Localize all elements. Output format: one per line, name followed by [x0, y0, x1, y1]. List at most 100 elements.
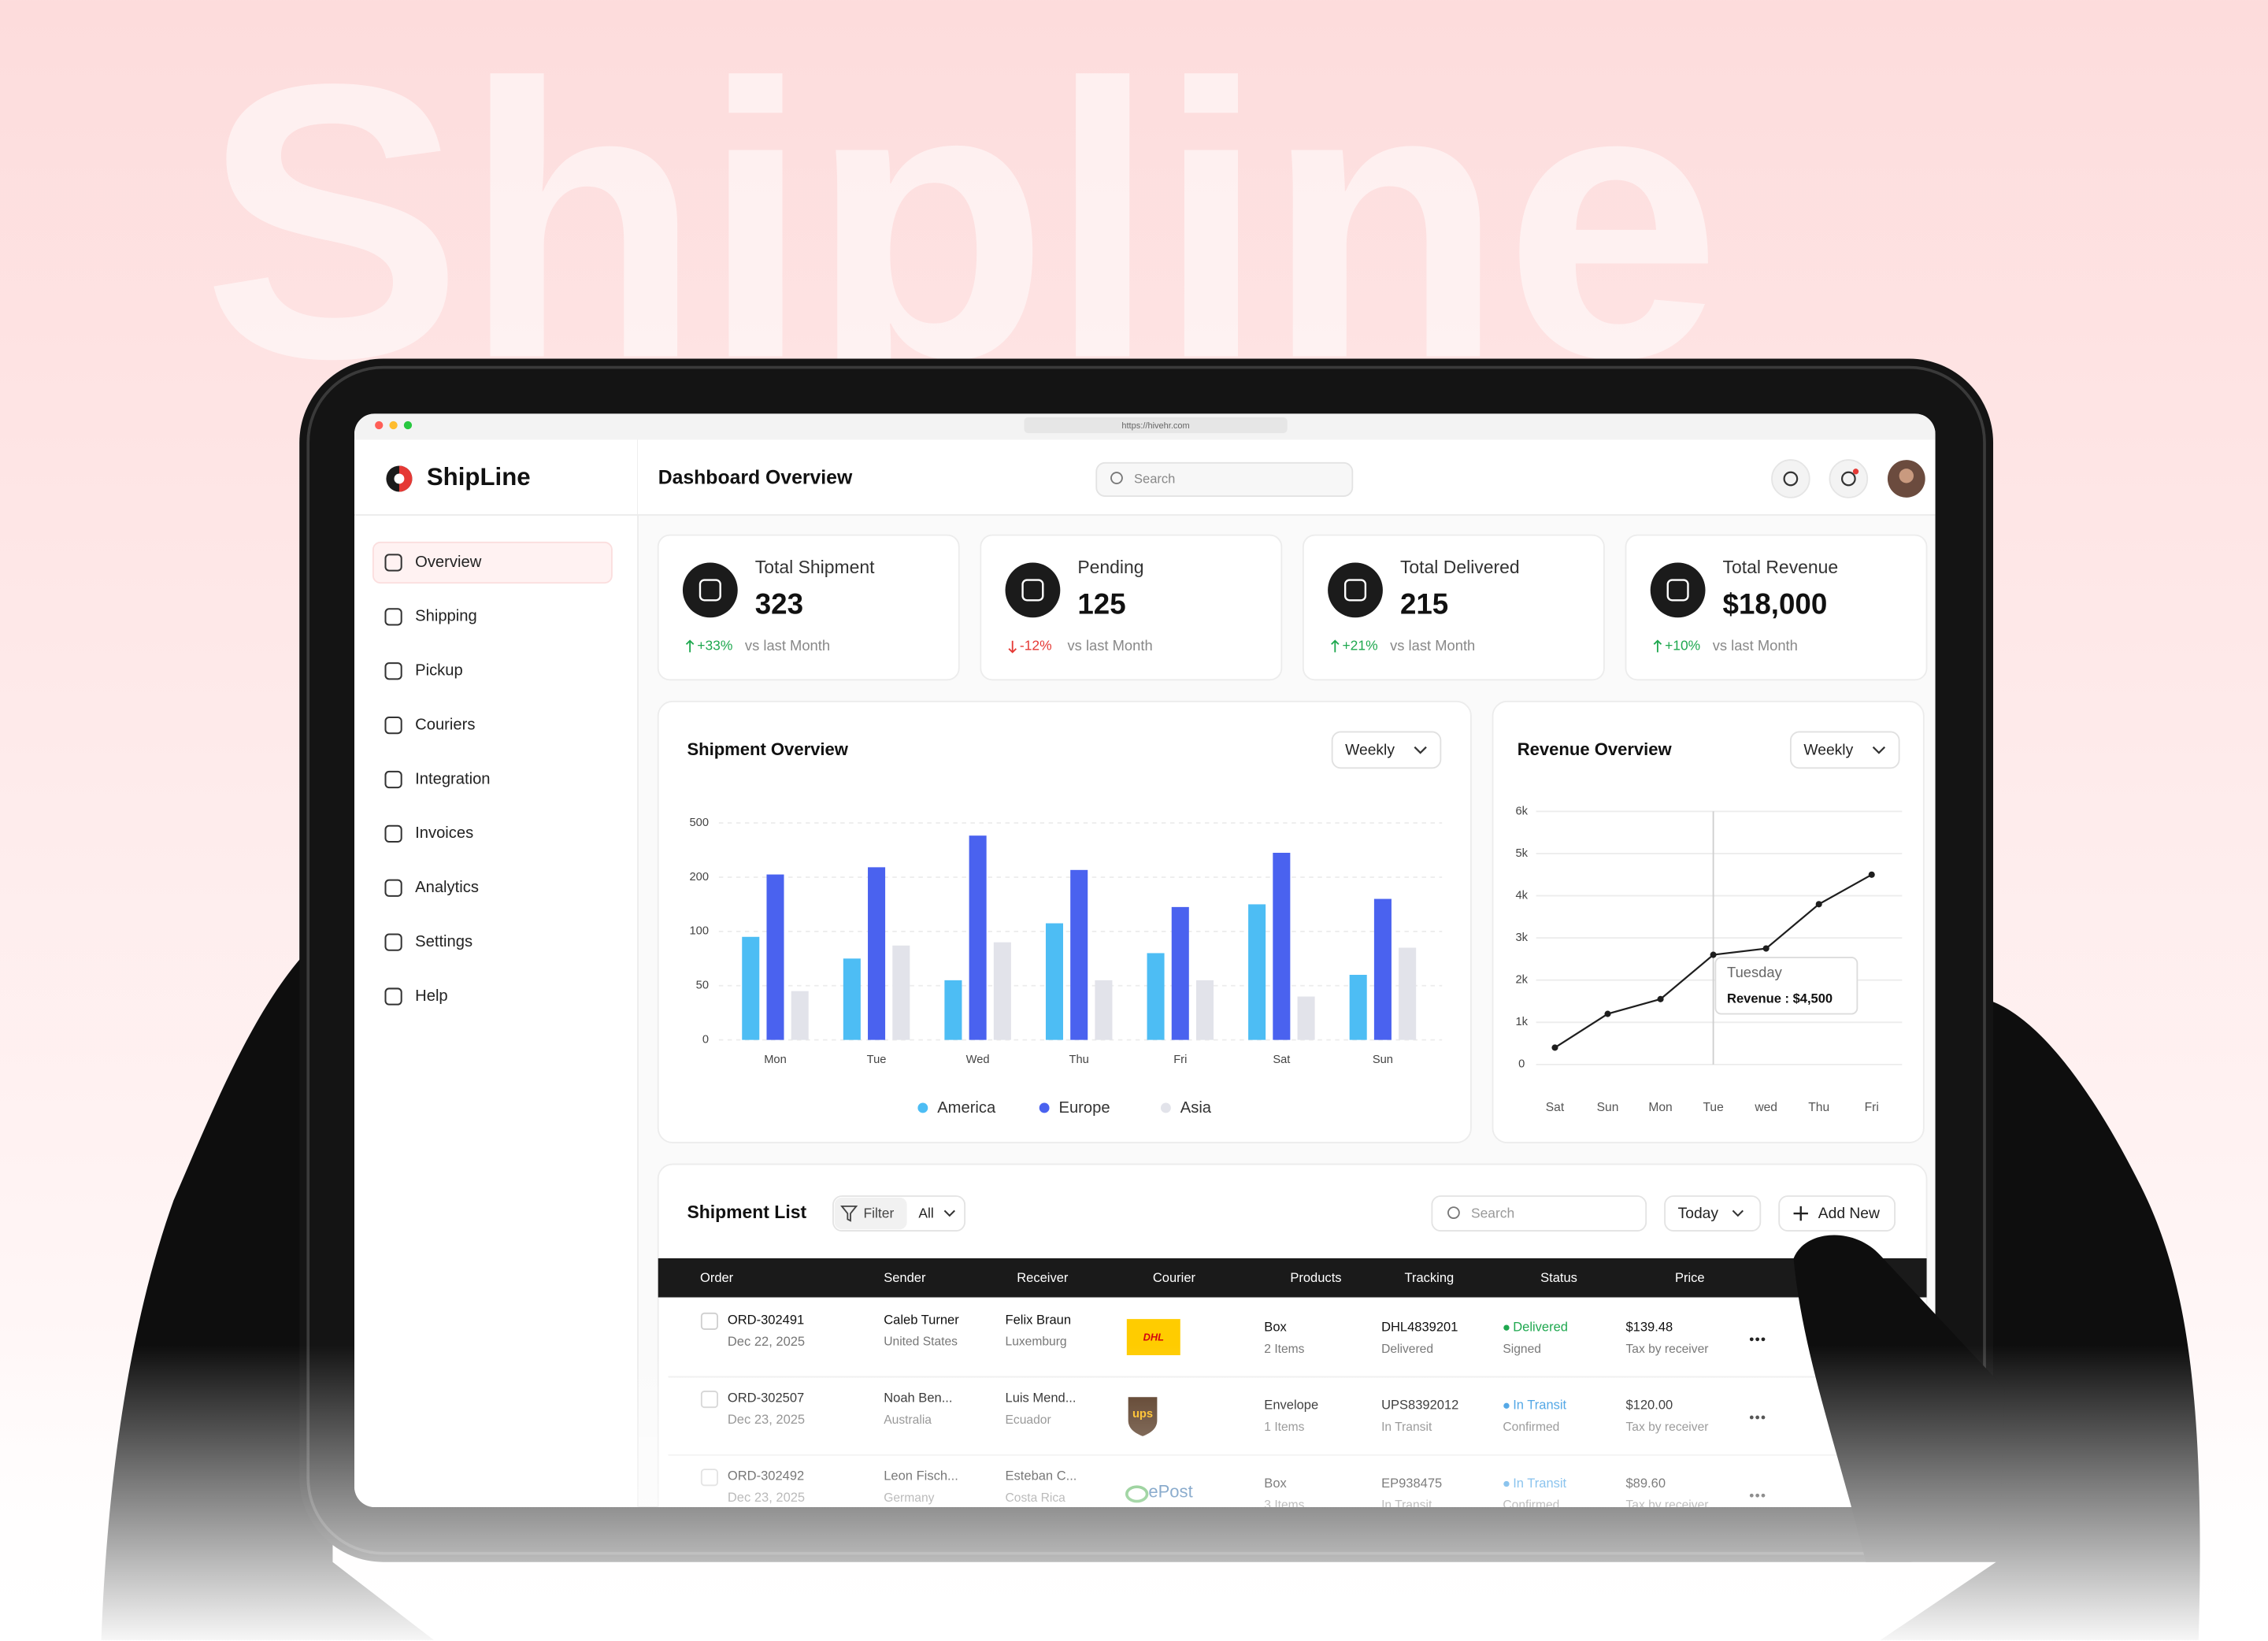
column-header: Sender	[884, 1270, 926, 1285]
brand: ShipLine	[427, 463, 531, 491]
stat-label: Pending	[1077, 557, 1143, 577]
trend-arrow	[1331, 639, 1340, 653]
stat-value: $18,000	[1723, 587, 1828, 620]
tooltip-title: Tuesday	[1727, 964, 1783, 980]
x-tick-label: Sun	[1597, 1101, 1619, 1114]
logo-half	[398, 465, 413, 492]
stat-card	[1625, 534, 1928, 681]
nav-item[interactable]: Pickup	[415, 662, 463, 680]
y-tick-label: 1k	[1515, 1016, 1528, 1028]
nav-item[interactable]: Invoices	[415, 824, 473, 842]
stat-label: Total Shipment	[755, 557, 875, 577]
line-point	[1710, 951, 1717, 958]
nav-item[interactable]: Analytics	[415, 879, 479, 896]
x-tick-label: Thu	[1808, 1101, 1829, 1114]
bar	[1248, 904, 1266, 1040]
y-tick-label: 100	[689, 925, 709, 938]
receiver: Felix Braun	[1006, 1312, 1072, 1327]
stat-change: -12%	[1020, 638, 1052, 654]
legend-swatch	[917, 1102, 928, 1113]
stat-card	[980, 534, 1283, 681]
order-date: Dec 22, 2025	[728, 1334, 805, 1349]
bar	[766, 874, 784, 1040]
stat-compare: vs last Month	[1390, 637, 1475, 654]
line-point	[1868, 871, 1875, 878]
stat-icon-glyph	[1343, 579, 1367, 602]
stat-value: 215	[1400, 587, 1448, 620]
nav-item[interactable]: Settings	[415, 933, 472, 950]
bottom-fade	[0, 1345, 2268, 1641]
row-menu-dot	[1761, 1337, 1766, 1342]
x-tick-label: Mon	[1648, 1101, 1672, 1114]
column-header: Receiver	[1017, 1270, 1069, 1285]
column-header: Order	[700, 1270, 734, 1285]
nav-active	[372, 541, 613, 584]
date-label: Today	[1678, 1206, 1719, 1222]
logo-hole	[394, 473, 405, 484]
nav-item[interactable]: Shipping	[415, 608, 477, 625]
bar	[791, 991, 809, 1040]
stat-compare: vs last Month	[1068, 637, 1153, 654]
window-dot	[375, 420, 384, 430]
status-dot	[1503, 1324, 1510, 1331]
search-icon	[1447, 1206, 1460, 1220]
bar	[1399, 947, 1417, 1040]
y-tick-label: 5k	[1515, 847, 1528, 860]
stat-icon	[682, 562, 738, 618]
column-header: Price	[1675, 1270, 1705, 1285]
stat-icon-glyph	[699, 579, 721, 602]
stat-icon-glyph	[1666, 579, 1689, 602]
bar	[843, 958, 861, 1040]
chevron	[1414, 746, 1427, 754]
x-tick-label: Tue	[867, 1054, 887, 1066]
nav-icon	[384, 879, 402, 897]
product: Box	[1264, 1320, 1287, 1335]
icon-glyph	[1783, 471, 1799, 487]
line-point	[1657, 995, 1664, 1002]
bar	[1195, 980, 1214, 1040]
stat-value: 323	[755, 587, 803, 620]
date-button[interactable]	[1664, 1195, 1762, 1232]
dropdown[interactable]	[1331, 731, 1442, 769]
trend-arrow	[685, 639, 695, 653]
y-tick-label: 50	[696, 980, 709, 992]
x-tick-label: Tue	[1703, 1101, 1723, 1114]
window-dot	[389, 420, 398, 430]
y-tick-label: 500	[689, 817, 709, 829]
stat-icon	[1650, 562, 1706, 618]
nav-item[interactable]: Integration	[415, 770, 490, 787]
bar	[1297, 996, 1315, 1040]
nav-item[interactable]: Overview	[415, 554, 482, 571]
search-box[interactable]	[1095, 461, 1354, 497]
dropdown-label: Weekly	[1345, 742, 1395, 758]
tooltip-text: Revenue : $4,500	[1727, 991, 1833, 1006]
row-menu-dot	[1749, 1337, 1754, 1342]
bar	[1349, 974, 1367, 1040]
filter-icon	[840, 1205, 858, 1222]
search-placeholder: Search	[1134, 471, 1175, 486]
bar	[892, 945, 910, 1040]
stat-value: 125	[1077, 587, 1125, 620]
list-search[interactable]	[1431, 1195, 1647, 1232]
nav-item[interactable]: Couriers	[415, 716, 475, 733]
row-checkbox[interactable]	[700, 1312, 718, 1330]
add-button[interactable]	[1778, 1195, 1896, 1232]
tracking-number: DHL4839201	[1381, 1320, 1458, 1335]
dropdown[interactable]	[1789, 731, 1900, 769]
nav-icon	[384, 770, 402, 789]
stat-compare: vs last Month	[745, 637, 830, 654]
status: Delivered	[1513, 1320, 1568, 1335]
icon-button[interactable]	[1771, 459, 1810, 498]
nav-item[interactable]: Help	[415, 987, 448, 1005]
row-menu-dot[interactable]	[1755, 1337, 1760, 1342]
sender: Caleb Turner	[884, 1312, 959, 1327]
y-tick-label: 200	[689, 871, 709, 883]
list-title: Shipment List	[687, 1202, 806, 1222]
trend-arrow	[1008, 640, 1017, 654]
line-point	[1551, 1044, 1558, 1051]
y-tick-label: 4k	[1515, 889, 1528, 902]
icon-button[interactable]	[1829, 459, 1869, 498]
chevron	[943, 1209, 955, 1217]
legend-label: Europe	[1058, 1099, 1110, 1117]
stat-icon	[1328, 562, 1383, 618]
